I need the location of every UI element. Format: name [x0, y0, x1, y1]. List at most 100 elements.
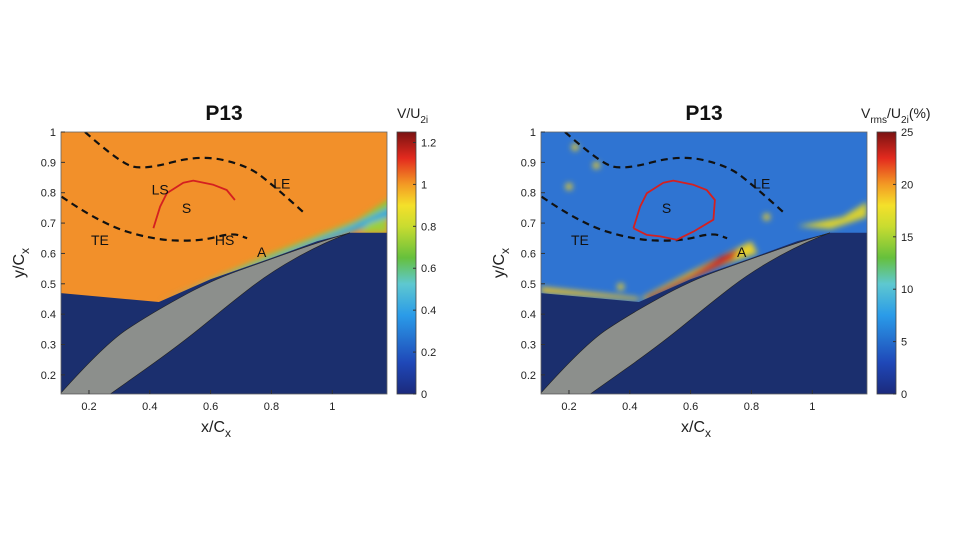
hot-spot-dot	[571, 143, 579, 151]
colorbar-tick-label: 15	[901, 232, 913, 244]
y-tick-label: 0.6	[41, 248, 56, 260]
y-tick-label: 0.5	[41, 279, 56, 291]
heatmap-field	[541, 132, 867, 394]
x-axis-label-sub: x	[225, 426, 231, 440]
colorbar-label-part: rms	[870, 115, 887, 126]
y-axis-label-sub: x	[498, 248, 512, 254]
annotation-te: TE	[91, 232, 109, 248]
x-tick-label: 0.8	[264, 401, 279, 413]
y-axis-label-sub: x	[18, 248, 32, 254]
y-tick-label: 0.9	[41, 157, 56, 169]
y-tick-label: 0.8	[41, 188, 56, 200]
heatmap-field	[61, 132, 387, 394]
x-tick-label: 0.2	[81, 401, 96, 413]
colorbar-tick-label: 5	[901, 337, 907, 349]
y-axis-label-main: y/C	[11, 254, 28, 278]
colorbar-tick-label: 0.2	[421, 347, 436, 359]
y-tick-label: 0.3	[41, 340, 56, 352]
y-tick-label: 1	[530, 127, 536, 139]
plot-frame	[60, 131, 388, 395]
colorbar-tick-label: 25	[901, 127, 913, 139]
y-tick-label: 0.7	[41, 218, 56, 230]
y-tick-label: 0.5	[521, 279, 536, 291]
colorbar	[396, 131, 417, 395]
colorbar	[876, 131, 897, 395]
y-axis-label: y/Cx	[11, 248, 32, 278]
boundary-layer-band	[158, 200, 387, 302]
edge-yellow-line	[541, 286, 639, 301]
colorbar-tick-label: 20	[901, 179, 913, 191]
le-dashed-line	[84, 132, 308, 216]
annotation-te: TE	[571, 232, 589, 248]
x-axis-label: x/Cx	[201, 419, 231, 440]
colorbar-label-part: (%)	[909, 105, 931, 121]
annotation-a: A	[737, 244, 747, 260]
y-tick-label: 0.6	[521, 248, 536, 260]
colorbar-tick-label: 0	[421, 389, 427, 401]
annotation-le: LE	[753, 176, 770, 192]
x-axis-label-sub: x	[705, 426, 711, 440]
colorbar-label-part: 2i	[901, 115, 909, 126]
hot-spot-dot	[592, 161, 600, 170]
y-tick-label: 0.8	[521, 188, 536, 200]
te-dashed-line	[541, 195, 728, 242]
x-tick-label: 1	[809, 401, 815, 413]
wake-yellow-band	[797, 201, 867, 230]
mean-velocity-plot: P13 LS S LE TE HS A 0.2 0.4 0.6 0.8 1 0.2 0.3 0.4 0.5 0.…	[11, 102, 436, 440]
hot-spot-dot	[617, 283, 625, 291]
separation-contour	[632, 179, 716, 241]
colorbar-label-part: /U	[887, 105, 901, 121]
le-dashed-line	[564, 132, 788, 216]
shear-layer-streak	[541, 143, 867, 301]
y-tick-label: 0.3	[521, 340, 536, 352]
colorbar-label: V/U2i	[397, 105, 428, 126]
x-axis-label: x/Cx	[681, 419, 711, 440]
annotation-s: S	[662, 200, 671, 216]
annotation-a: A	[257, 244, 267, 260]
colorbar-tick-label: 1	[421, 179, 427, 191]
x-tick-label: 0.8	[744, 401, 759, 413]
annotation-s: S	[182, 200, 191, 216]
te-dashed-line	[61, 195, 248, 242]
colorbar-label: Vrms/U2i(%)	[861, 105, 931, 126]
separation-contour	[152, 179, 236, 229]
y-axis-label: y/Cx	[491, 248, 512, 278]
x-tick-label: 1	[329, 401, 335, 413]
colorbar-tick-label: 10	[901, 284, 913, 296]
colorbar-tick-label: 0.8	[421, 221, 436, 233]
blade-profile	[61, 232, 351, 394]
annotation-ls: LS	[152, 182, 169, 198]
rms-velocity-plot: P13 S LE TE A 0.2 0.4 0.6 0.8 1 0.2 0.3 0.4 0.5 0.6 0.7…	[491, 102, 931, 440]
colorbar-label-part: V/U	[397, 105, 420, 121]
x-tick-label: 0.4	[142, 401, 157, 413]
y-tick-label: 0.2	[41, 370, 56, 382]
plot-frame	[540, 131, 868, 395]
annotation-le: LE	[273, 176, 290, 192]
x-tick-label: 0.4	[622, 401, 637, 413]
colorbar-tick-label: 1.2	[421, 137, 436, 149]
annotation-hs: HS	[215, 232, 234, 248]
x-tick-label: 0.2	[561, 401, 576, 413]
chart-title: P13	[685, 102, 722, 125]
x-axis-label-main: x/C	[681, 419, 705, 436]
y-tick-label: 0.4	[41, 309, 56, 321]
chart-title: P13	[205, 102, 242, 125]
hot-spot-dot	[762, 213, 771, 221]
x-tick-label: 0.6	[683, 401, 698, 413]
colorbar-label-part: V	[861, 105, 871, 121]
x-axis-label-main: x/C	[201, 419, 225, 436]
y-tick-label: 0.7	[521, 218, 536, 230]
blade-profile	[541, 232, 831, 394]
y-tick-label: 0.2	[521, 370, 536, 382]
y-tick-label: 1	[50, 127, 56, 139]
colorbar-tick-label: 0.6	[421, 263, 436, 275]
wake-green-patch	[359, 217, 387, 233]
shear-streak-red	[645, 248, 740, 300]
y-tick-label: 0.4	[521, 309, 536, 321]
colorbar-tick-label: 0	[901, 389, 907, 401]
y-axis-label-main: y/C	[491, 254, 508, 278]
hot-spot-dot	[565, 182, 573, 191]
colorbar-label-part: 2i	[420, 115, 428, 126]
x-tick-label: 0.6	[203, 401, 218, 413]
